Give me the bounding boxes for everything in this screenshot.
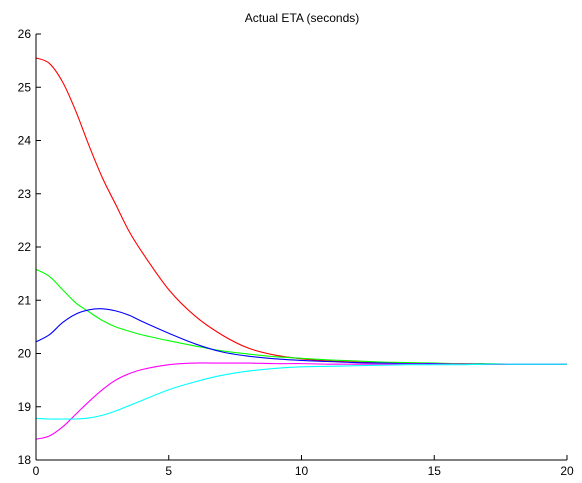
series-layer <box>35 57 567 440</box>
y-tick-label: 19 <box>18 400 32 414</box>
y-tick-label: 24 <box>18 134 32 148</box>
y-axis: 18 19 20 21 22 23 24 25 26 <box>18 27 41 467</box>
series-line-5 <box>35 363 567 420</box>
plot-area <box>36 34 567 460</box>
y-tick-label: 25 <box>18 80 32 94</box>
y-tick-label: 21 <box>18 293 32 307</box>
y-tick-label: 18 <box>18 453 32 467</box>
x-tick-label: 10 <box>295 464 309 478</box>
x-tick-label: 20 <box>560 464 574 478</box>
chart-title: Actual ETA (seconds) <box>245 11 360 25</box>
x-axis: 0 5 10 15 20 <box>33 455 574 478</box>
plot-background <box>36 34 567 460</box>
y-tick-label: 20 <box>18 347 32 361</box>
x-tick-label: 15 <box>428 464 442 478</box>
x-tick-label: 5 <box>165 464 172 478</box>
y-tick-label: 23 <box>18 187 32 201</box>
y-tick-label: 26 <box>18 27 32 41</box>
x-tick-label: 0 <box>33 464 40 478</box>
y-tick-label: 22 <box>18 240 32 254</box>
